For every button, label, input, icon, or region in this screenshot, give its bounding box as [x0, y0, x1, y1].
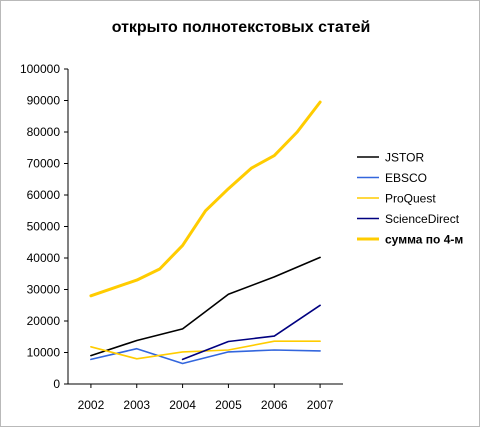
series-line — [89, 100, 322, 298]
axes — [67, 69, 343, 385]
series-line — [90, 256, 321, 357]
legend-label: EBSCO — [385, 171, 427, 185]
legend-label: ProQuest — [385, 192, 436, 206]
y-tick-label: 30000 — [27, 283, 61, 297]
y-tick-label: 40000 — [27, 251, 61, 265]
chart-title: открыто полнотекстовых статей — [112, 19, 371, 36]
y-tick-label: 90000 — [27, 94, 61, 108]
y-tick-label: 10000 — [27, 346, 61, 360]
legend-label: сумма по 4-м — [385, 233, 463, 247]
x-tick-labels: 2002 2003 2004 2005 2006 2007 — [78, 384, 334, 412]
y-tick-label: 80000 — [27, 125, 61, 139]
series-line — [181, 304, 321, 361]
series-line — [90, 347, 321, 365]
y-tick-label: 20000 — [27, 314, 61, 328]
legend: JSTOR EBSCO ProQuest ScienceDirect сумма по … — [357, 151, 463, 247]
legend-label: JSTOR — [385, 151, 424, 165]
y-tick-label: 60000 — [27, 188, 61, 202]
x-tick-label: 2002 — [78, 398, 105, 412]
x-tick-label: 2006 — [261, 398, 288, 412]
y-tick-labels: 0 10000 20000 30000 40000 50000 60000 70000 8000… — [20, 62, 68, 391]
y-tick-label: 0 — [53, 377, 60, 391]
x-tick-label: 2005 — [215, 398, 242, 412]
series-lines — [89, 100, 322, 365]
y-tick-label: 50000 — [27, 220, 61, 234]
legend-label: ScienceDirect — [385, 212, 460, 226]
x-tick-label: 2003 — [123, 398, 150, 412]
x-tick-label: 2004 — [169, 398, 196, 412]
y-tick-label: 100000 — [20, 62, 60, 76]
y-tick-label: 70000 — [27, 157, 61, 171]
x-tick-label: 2007 — [307, 398, 334, 412]
